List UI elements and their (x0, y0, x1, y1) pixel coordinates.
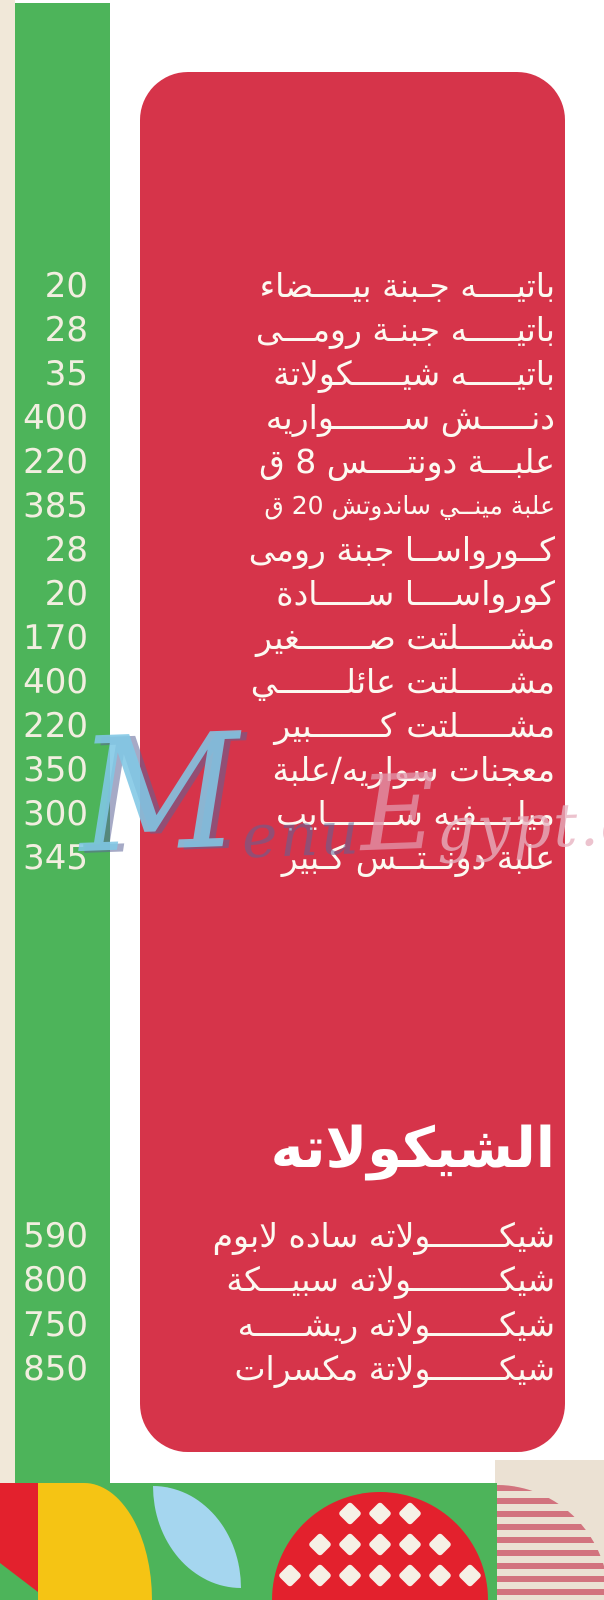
menu-item-name: باتيـــــه شيـــــكولاتة (273, 354, 555, 393)
menu-item-name: كــورواســا جبنة رومى (248, 530, 555, 569)
menu-item-name: كورواســــا ســـــادة (276, 574, 555, 613)
price-value: 750 (23, 1305, 88, 1345)
price-value: 28 (44, 530, 88, 570)
menu-item-name: شيكـــــــولاته ريشـــــه (237, 1305, 555, 1344)
dome-diamond-row (277, 1563, 483, 1588)
dome-diamond-row (307, 1532, 453, 1557)
price-value: 220 (23, 442, 88, 482)
menu-item-name: باتيـــــه جبنـة رومـــى (255, 310, 555, 349)
menu-item-name: مشـــــلتت كـــــــبير (274, 706, 555, 745)
price-value: 170 (23, 618, 88, 658)
price-value: 35 (44, 354, 88, 394)
menu-item-name: شيكـــــــــولاته سبيـــكة (226, 1260, 555, 1299)
menu-item-name: دنـــــش ســـــــواريه (265, 398, 555, 437)
diamond-icon (367, 1563, 393, 1588)
price-value: 28 (44, 310, 88, 350)
diamond-icon (427, 1532, 453, 1557)
menu-item-name: شيكـــــــولاتة مكسرات (234, 1349, 555, 1388)
price-value: 20 (44, 266, 88, 306)
diamond-icon (367, 1532, 393, 1557)
price-value: 350 (23, 750, 88, 790)
price-value: 220 (23, 706, 88, 746)
dome-diamond-row (337, 1501, 423, 1526)
menu-item-name: علبة دونــتــس كـبير (281, 838, 555, 877)
diamond-icon (307, 1563, 333, 1588)
diamond-icon (397, 1501, 423, 1526)
price-value: 400 (23, 398, 88, 438)
price-value: 850 (23, 1349, 88, 1389)
section-heading-chocolate: الشيكولاته (270, 1116, 555, 1181)
price-value: 800 (23, 1260, 88, 1300)
diamond-icon (337, 1532, 363, 1557)
diamond-icon (397, 1563, 423, 1588)
price-value: 590 (23, 1216, 88, 1256)
price-value: 345 (23, 838, 88, 878)
menu-item-name: شيكـــــــولاته ساده لابوم (212, 1216, 555, 1255)
diamond-icon (367, 1501, 393, 1526)
diamond-icon (337, 1501, 363, 1526)
diamond-icon (277, 1563, 303, 1588)
footer-red-flag-shape (0, 1483, 38, 1592)
menu-item-name: باتيــــه جـبنة بيــــضاء (259, 266, 555, 305)
menu-item-name: مشـــــلتت صـــــــغير (255, 618, 555, 657)
menu-item-name: ميلــــفيه ســـــــايب (275, 794, 555, 833)
menu-item-name: علبة مينــي ساندوتش 20 ق (264, 491, 555, 520)
menu-item-name: معجنات سواريه/علبة (272, 750, 555, 789)
price-value: 20 (44, 574, 88, 614)
left-cream-strip (0, 0, 15, 1600)
price-value: 400 (23, 662, 88, 702)
diamond-icon (427, 1563, 453, 1588)
diamond-icon (307, 1532, 333, 1557)
menu-item-name: مشـــــلتت عائلـــــــي (250, 662, 555, 701)
diamond-icon (457, 1563, 483, 1588)
diamond-icon (397, 1532, 423, 1557)
menu-card (140, 72, 565, 1452)
green-price-rail (15, 3, 110, 1600)
menu-item-name: علبـــة دونتــــس 8 ق (259, 442, 555, 481)
diamond-icon (337, 1563, 363, 1588)
price-value: 385 (23, 486, 88, 526)
price-value: 300 (23, 794, 88, 834)
